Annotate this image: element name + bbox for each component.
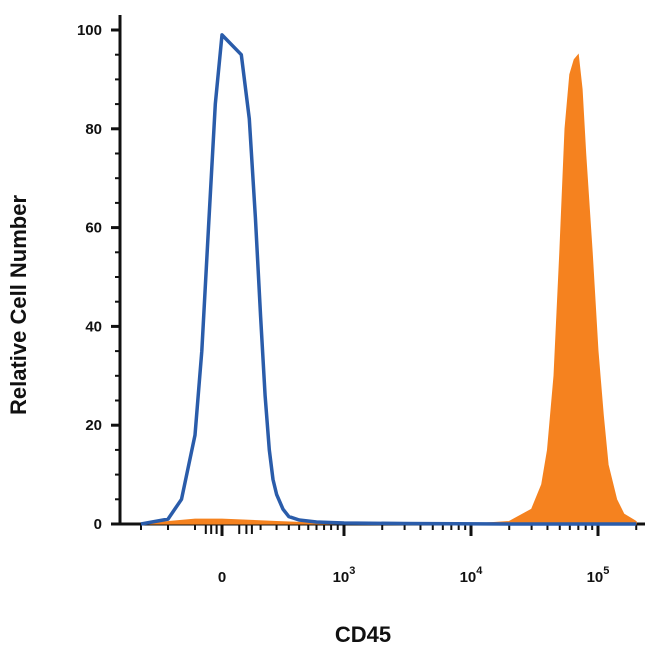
outline-histogram [140, 33, 637, 526]
x-axis-title: CD45 [335, 622, 391, 647]
y-tick-label: 60 [85, 220, 102, 237]
y-axis: 0 20 40 60 80 100 [77, 15, 122, 533]
y-tick-label: 20 [85, 417, 102, 434]
y-tick-label: 40 [85, 318, 102, 335]
x-tick-label: 105 [587, 565, 610, 586]
x-tick-label: 103 [333, 565, 356, 586]
series-layer [140, 33, 637, 526]
y-tick-label: 0 [94, 516, 102, 533]
x-tick-label: 0 [218, 569, 226, 586]
y-axis-title: Relative Cell Number [6, 195, 31, 416]
y-tick-label: 80 [85, 121, 102, 138]
y-tick-label: 100 [77, 22, 102, 39]
x-axis: 0 103 104 105 [120, 522, 645, 586]
x-tick-label: 104 [460, 565, 484, 586]
